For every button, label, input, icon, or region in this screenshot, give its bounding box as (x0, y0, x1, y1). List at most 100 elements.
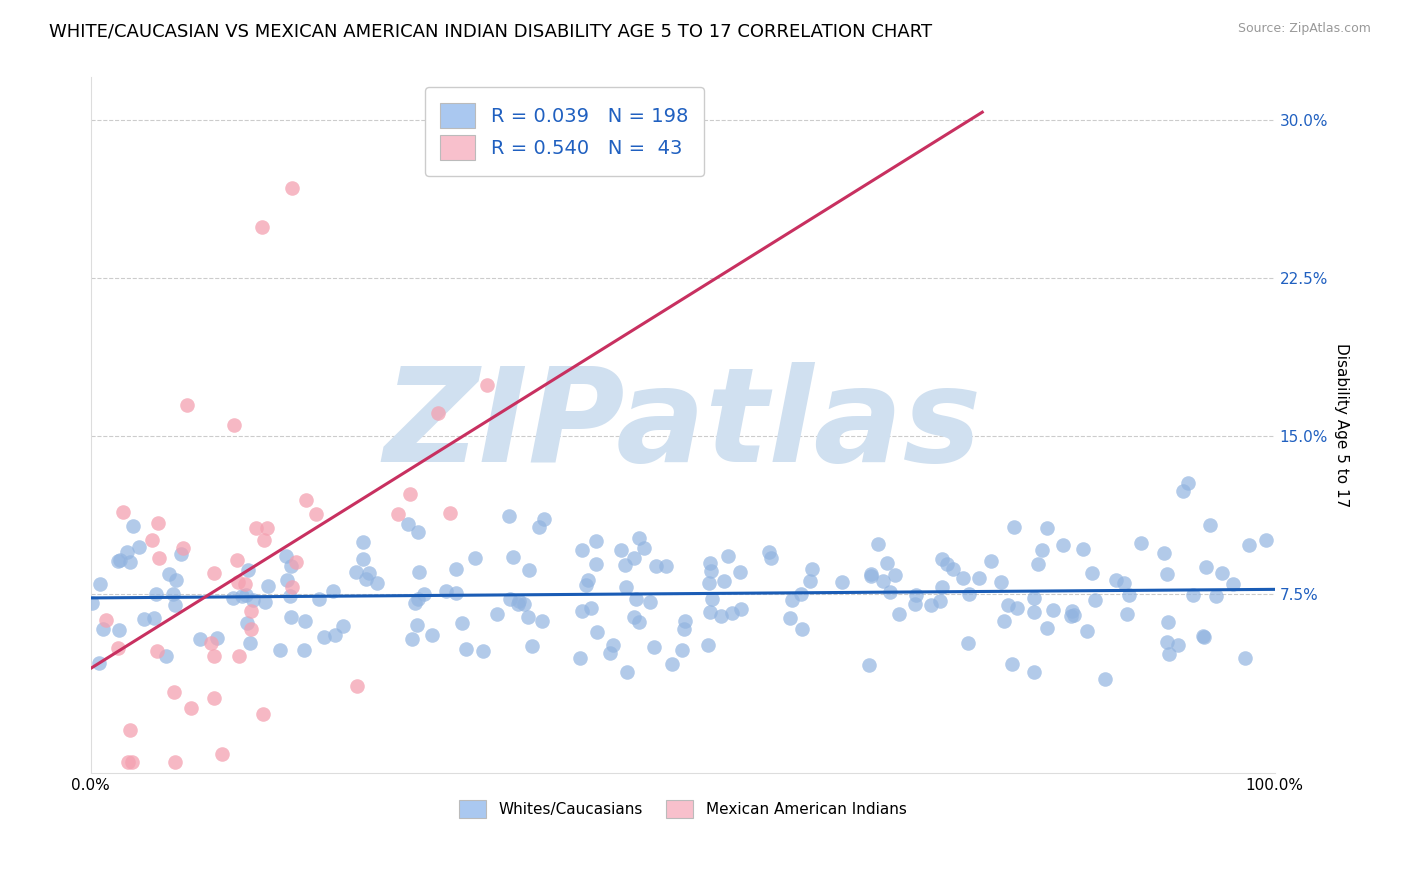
Point (148, 516, 170, 530)
Point (1094, 672, 1116, 686)
Point (997, 599, 1019, 613)
Point (858, 658, 880, 673)
Point (165, 573, 187, 587)
Point (165, 598, 187, 612)
Point (148, 551, 170, 566)
Point (1036, 621, 1059, 635)
Point (700, 564, 723, 578)
Point (506, 597, 529, 611)
Point (586, 624, 609, 639)
Point (1080, 566, 1102, 581)
Point (585, 534, 607, 549)
Point (239, 622, 262, 636)
Point (952, 570, 974, 584)
Point (323, 628, 346, 642)
Point (872, 574, 894, 589)
Point (904, 597, 927, 611)
Point (1024, 665, 1046, 680)
Point (1022, 591, 1045, 606)
Point (211, 747, 233, 761)
Point (799, 574, 821, 589)
Point (876, 557, 898, 571)
Point (780, 593, 803, 607)
Point (616, 665, 638, 679)
Point (904, 588, 927, 602)
Point (89, 576, 111, 591)
Point (236, 615, 259, 630)
Point (205, 631, 228, 645)
Point (118, 723, 141, 738)
Point (239, 636, 262, 650)
Point (980, 554, 1002, 568)
Point (292, 643, 315, 657)
Point (720, 606, 742, 620)
Point (451, 615, 474, 630)
Point (1052, 538, 1074, 552)
Point (1084, 593, 1107, 607)
Point (346, 679, 368, 693)
Point (107, 554, 129, 568)
Point (579, 600, 602, 615)
Point (700, 592, 723, 607)
Point (879, 585, 901, 599)
Point (661, 657, 683, 671)
Point (697, 575, 720, 590)
Point (471, 644, 494, 658)
Point (699, 556, 721, 570)
Point (280, 610, 302, 624)
Point (245, 521, 267, 535)
Point (202, 691, 225, 706)
Point (602, 638, 624, 652)
Point (713, 574, 735, 589)
Point (406, 524, 429, 539)
Point (613, 558, 636, 572)
Point (931, 580, 953, 594)
Point (627, 615, 650, 629)
Point (274, 549, 297, 564)
Point (278, 590, 301, 604)
Point (644, 559, 666, 574)
Point (238, 563, 260, 577)
Point (1182, 588, 1205, 602)
Point (866, 537, 889, 551)
Point (145, 586, 167, 600)
Point (250, 220, 273, 235)
Point (1237, 538, 1260, 552)
Point (280, 559, 302, 574)
Point (354, 572, 377, 586)
Point (730, 602, 752, 616)
Point (599, 646, 621, 660)
Point (790, 622, 813, 636)
Point (1001, 657, 1024, 672)
Point (1071, 541, 1094, 556)
Point (406, 618, 429, 632)
Point (623, 610, 645, 624)
Point (717, 549, 740, 564)
Point (235, 577, 257, 591)
Y-axis label: Disability Age 5 to 17: Disability Age 5 to 17 (1334, 343, 1348, 508)
Point (1153, 546, 1175, 560)
Point (1002, 520, 1025, 534)
Point (121, 755, 143, 769)
Point (942, 561, 965, 575)
Point (332, 619, 354, 633)
Point (696, 638, 718, 652)
Point (1167, 638, 1189, 652)
Point (180, 701, 202, 715)
Point (344, 565, 367, 579)
Point (624, 591, 647, 606)
Point (1211, 566, 1233, 581)
Point (222, 591, 245, 605)
Point (967, 571, 990, 585)
Point (627, 532, 650, 546)
Point (655, 559, 678, 574)
Point (779, 611, 801, 625)
Text: Source: ZipAtlas.com: Source: ZipAtlas.com (1237, 22, 1371, 36)
Point (142, 611, 165, 625)
Point (576, 573, 599, 587)
Point (610, 543, 633, 558)
Point (517, 563, 540, 577)
Point (499, 592, 522, 607)
Point (1060, 604, 1083, 618)
Point (176, 398, 198, 412)
